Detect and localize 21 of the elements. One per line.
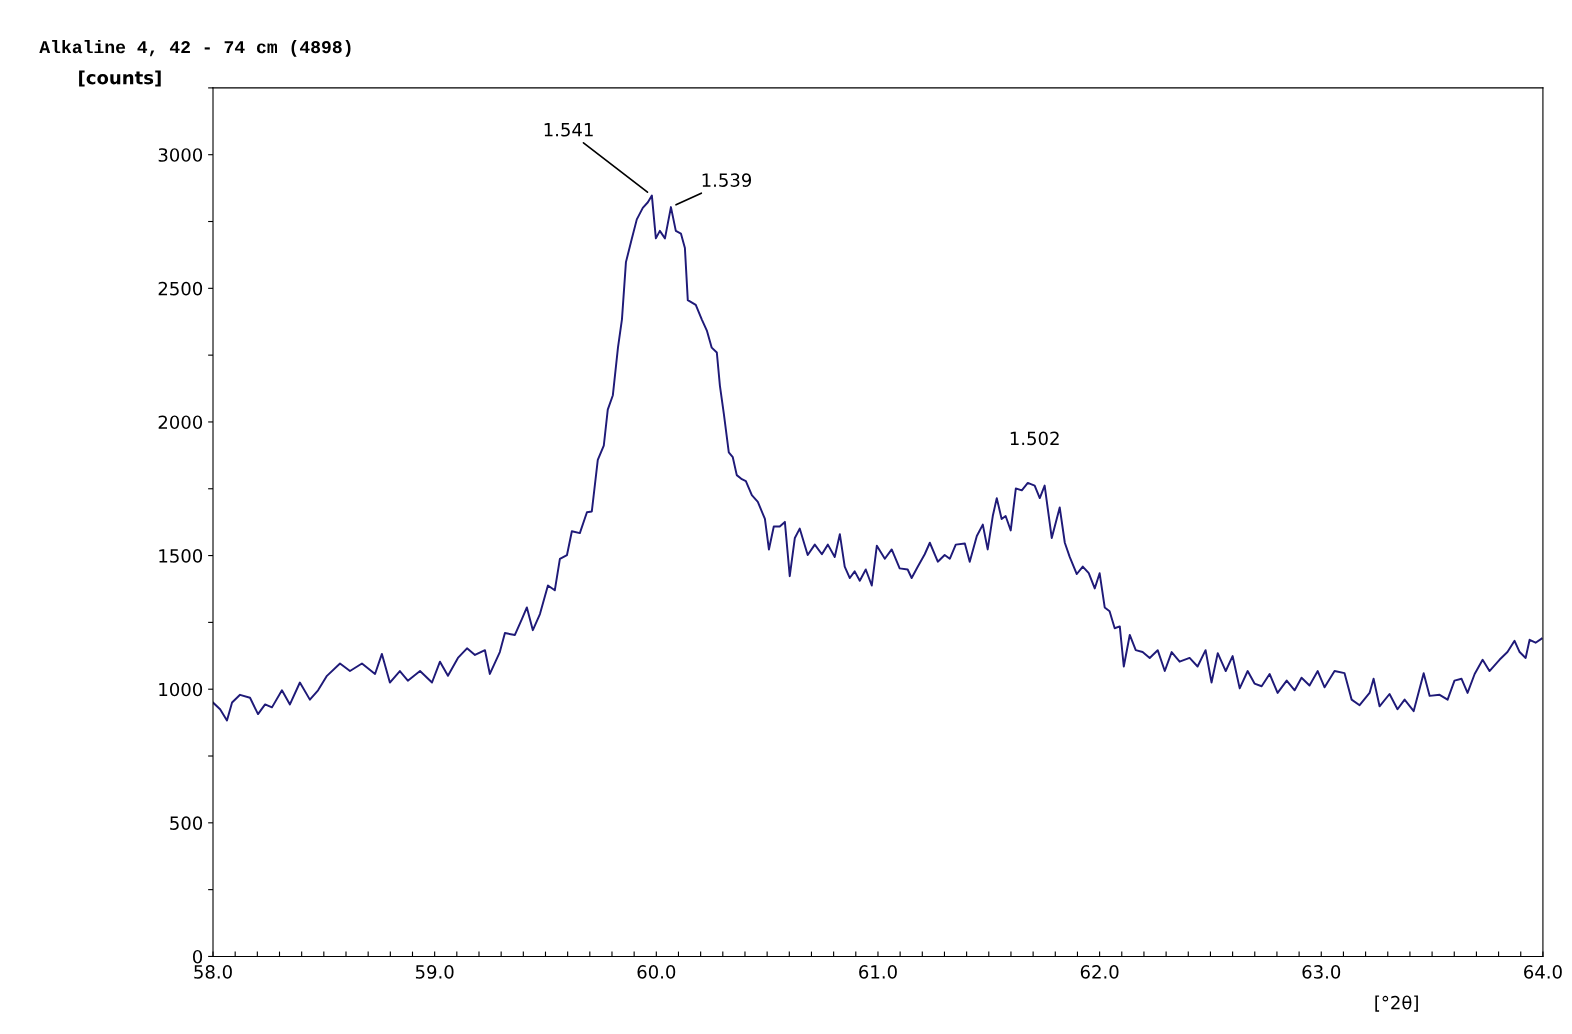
y-tick-label: 1500: [159, 549, 203, 563]
y-axis-title: [counts]: [79, 70, 161, 87]
annotation: 1.502: [1010, 431, 1059, 446]
x-tick-label: 58.0: [194, 965, 232, 979]
y-tick-label: 500: [170, 816, 203, 830]
x-tick-label: 62.0: [1080, 965, 1119, 979]
y-tick-label: 2500: [158, 281, 203, 296]
y-tick-label: 2000: [158, 415, 203, 430]
chart-title: Alkaline 4, 42 - 74 cm (4898): [39, 40, 351, 57]
y-tick-label: 0: [192, 949, 203, 964]
y-tick-label: 3000: [158, 148, 203, 162]
x-tick-label: 63.0: [1302, 965, 1341, 979]
x-tick-label: 59.0: [415, 965, 454, 979]
line-series: [213, 194, 1543, 722]
y-tick-label: 1000: [159, 682, 203, 697]
annotation: 1.541: [544, 123, 593, 137]
x-tick-label: 60.0: [637, 965, 676, 979]
annotation: 1.539: [702, 173, 752, 187]
x-axis-title: [°2θ]: [1375, 995, 1418, 1012]
x-tick-label: 61.0: [859, 965, 897, 979]
x-tick-label: 64.0: [1524, 965, 1562, 979]
